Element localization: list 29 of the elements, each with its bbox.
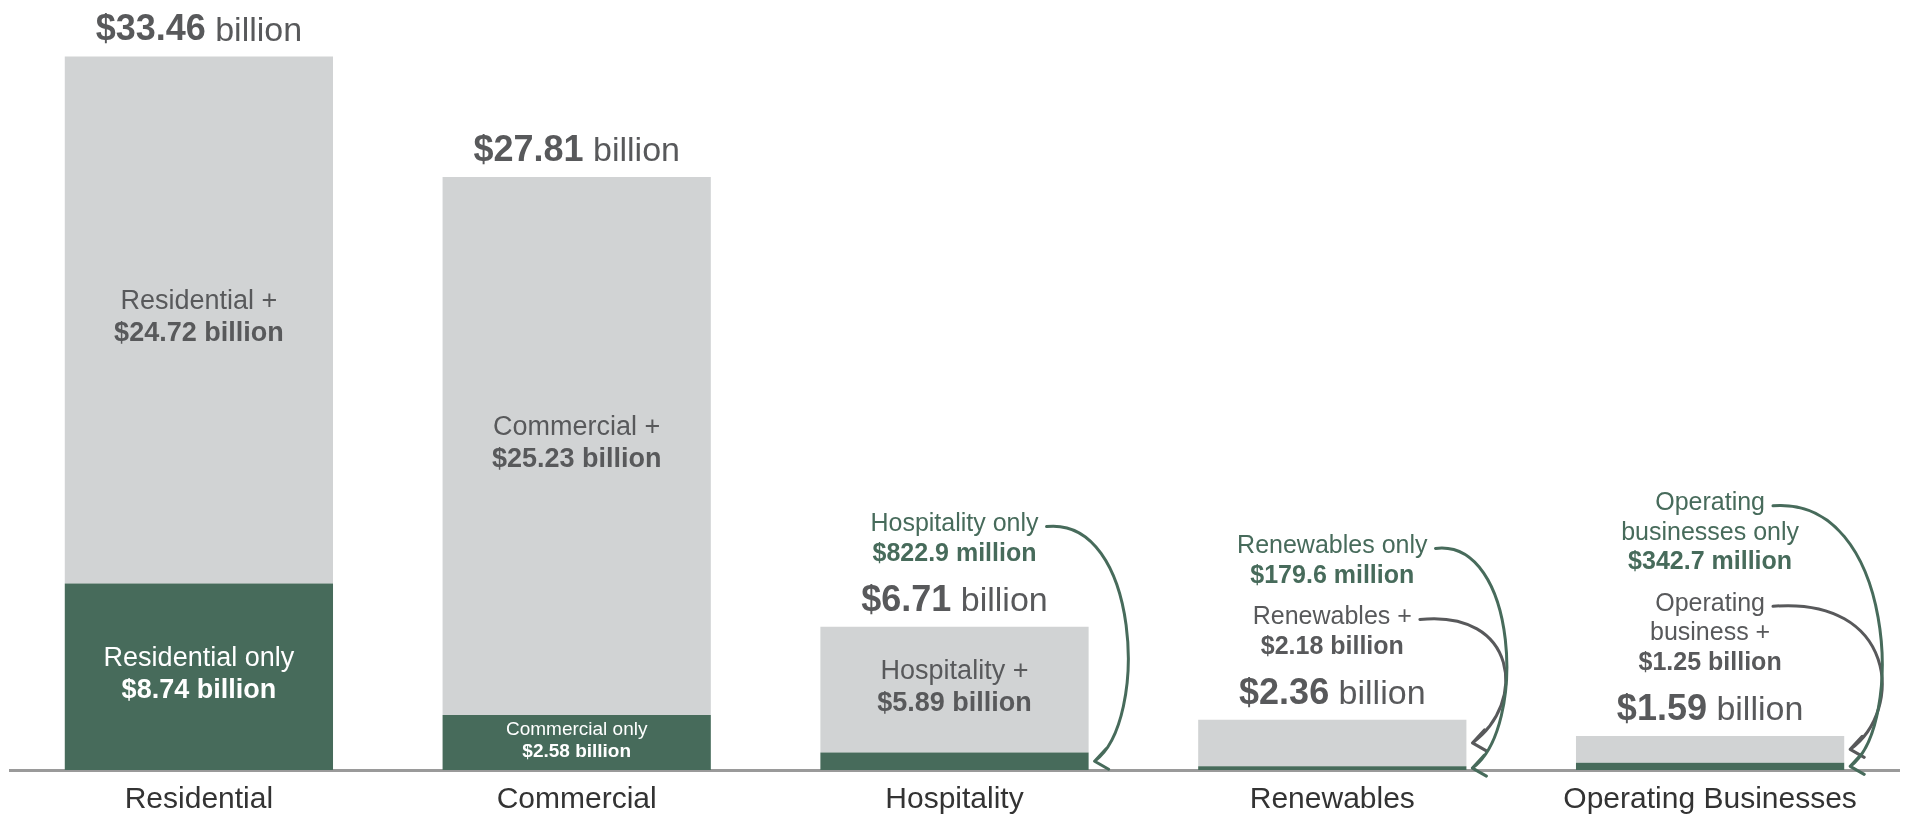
x-tick-label: Residential xyxy=(124,781,274,815)
data-label: Residential + $24.72 billion xyxy=(114,285,284,347)
x-tick-label: Commercial xyxy=(496,781,657,815)
bar xyxy=(64,583,334,770)
bar xyxy=(820,626,1089,753)
total-label: $1.59 billion xyxy=(1616,686,1804,728)
bar xyxy=(1575,762,1845,770)
data-label: Renewables + $2.18 billion xyxy=(1252,601,1412,659)
total-label: $6.71 billion xyxy=(861,577,1048,619)
data-label: Hospitality only $822.9 million xyxy=(870,508,1040,566)
total-label: $33.46 billion xyxy=(95,7,303,49)
bar xyxy=(64,56,334,584)
data-label: Residential only $8.74 billion xyxy=(103,641,295,704)
bar xyxy=(1575,736,1845,763)
data-label: Operating business + $1.25 billion xyxy=(1638,587,1782,675)
data-label: Commercial + $25.23 billion xyxy=(491,411,662,473)
bar xyxy=(820,752,1089,770)
bar xyxy=(1198,719,1467,767)
total-label: $27.81 billion xyxy=(473,127,680,169)
bar xyxy=(1198,766,1467,770)
data-label: Operating businesses only $342.7 million xyxy=(1621,487,1800,575)
x-tick-label: Hospitality xyxy=(885,781,1024,815)
x-tick-label: Renewables xyxy=(1249,781,1415,815)
data-label: Renewables only $179.6 million xyxy=(1237,530,1428,588)
x-tick-label: Operating Businesses xyxy=(1563,781,1857,815)
bar xyxy=(442,176,711,715)
data-label: Hospitality + $5.89 billion xyxy=(877,654,1032,717)
data-label: Commercial only $2.58 billion xyxy=(505,717,648,762)
total-label: $2.36 billion xyxy=(1239,670,1426,712)
